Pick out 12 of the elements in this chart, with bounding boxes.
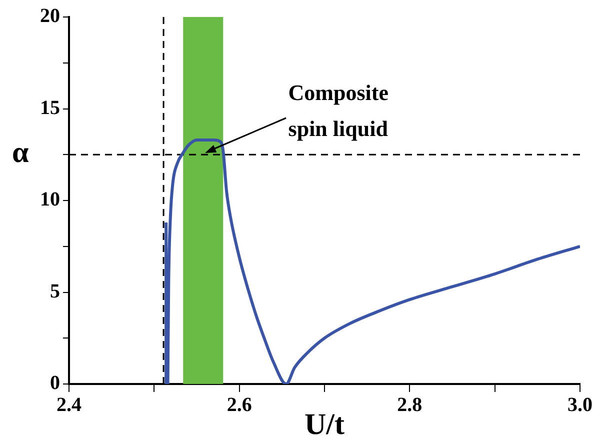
y-tick-label: 15 — [40, 96, 60, 119]
x-tick-label: 3.0 — [568, 394, 592, 416]
y-tick-label: 20 — [40, 5, 60, 28]
y-tick-label: 0 — [50, 372, 60, 394]
y-tick-label: 5 — [50, 280, 60, 302]
annotation: Composite spin liquid — [288, 78, 388, 143]
x-tick-label: 2.8 — [397, 394, 422, 416]
x-axis-title: U/t — [304, 408, 344, 441]
y-tick-label: 10 — [40, 188, 60, 211]
x-tick-label: 2.4 — [56, 394, 82, 416]
x-tick-label: 2.6 — [226, 394, 252, 416]
y-axis-title: α — [12, 136, 29, 170]
